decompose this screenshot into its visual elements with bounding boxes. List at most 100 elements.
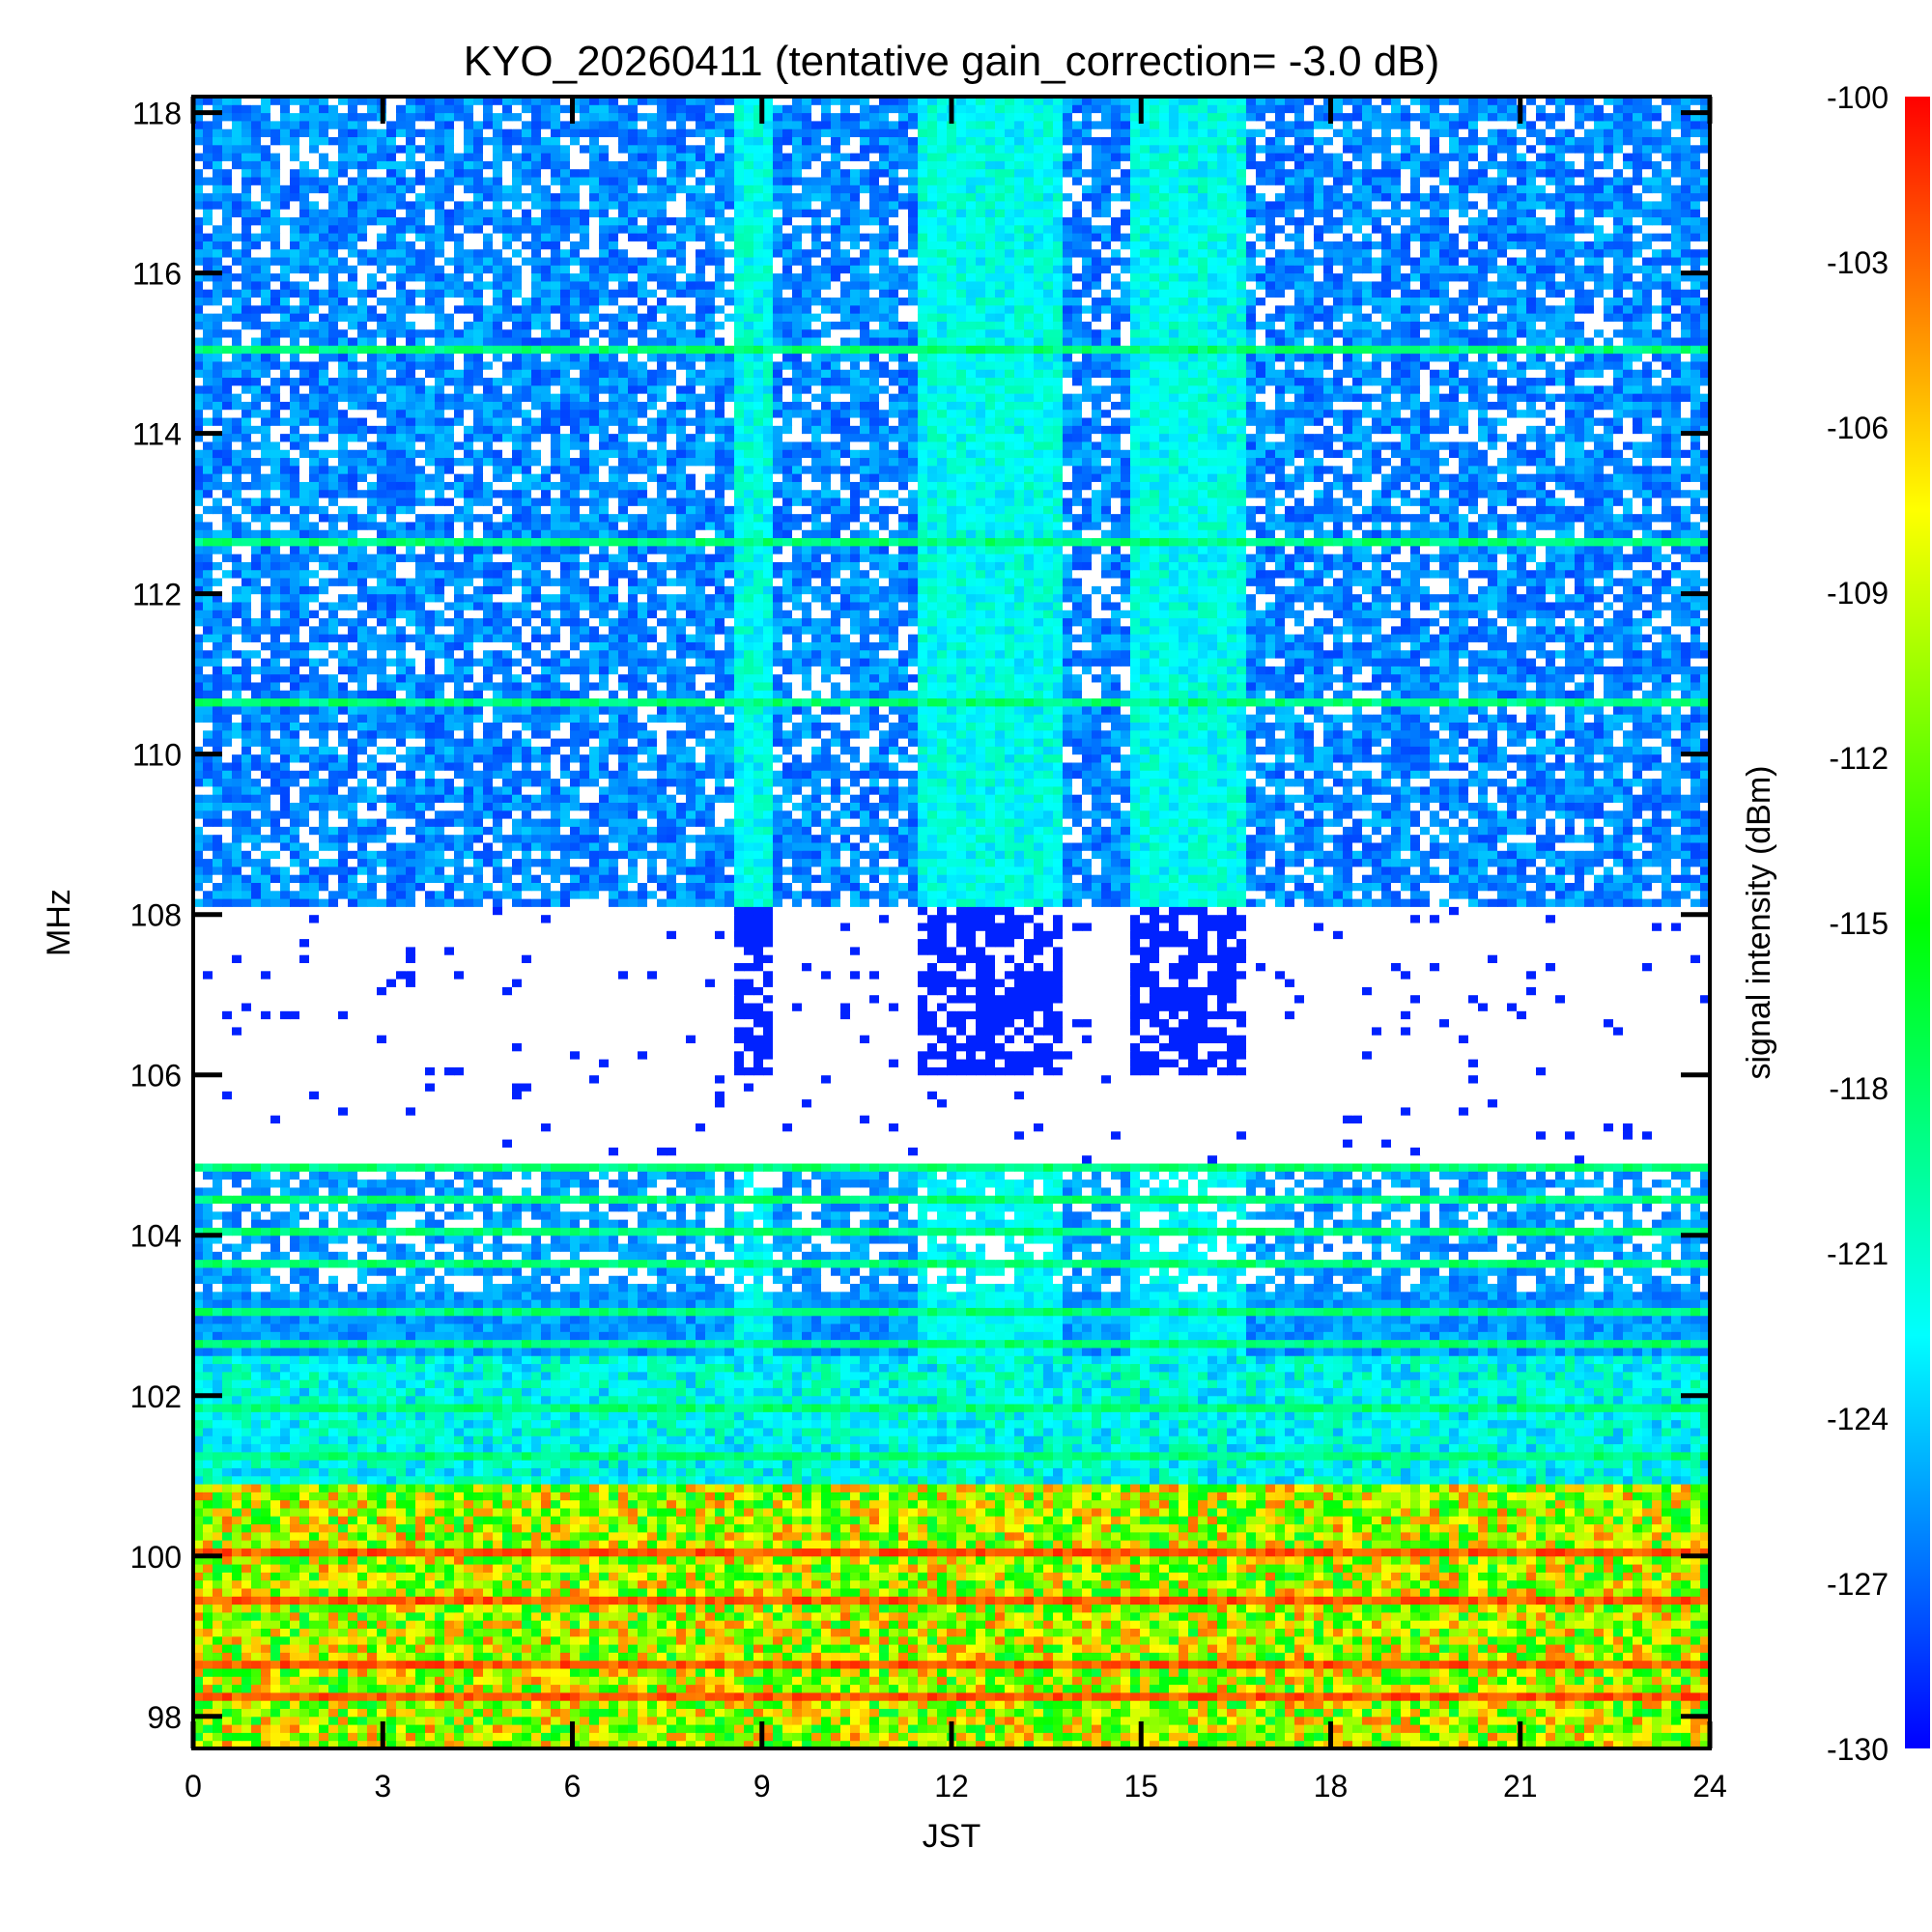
spectrogram-cell [840,1620,851,1629]
spectrogram-cell [1159,1652,1170,1661]
spectrogram-cell [1246,1685,1257,1693]
spectrogram-cell [599,1556,610,1565]
spectrogram-cell [1623,1732,1634,1741]
spectrogram-cell [686,1676,696,1685]
spectrogram-cell [367,1564,378,1573]
spectrogram-cell [1488,1524,1498,1533]
spectrogram-cell [328,1500,339,1509]
spectrogram-cell [386,1508,397,1517]
spectrogram-cell [1043,1708,1054,1717]
spectrogram-cell [1497,1652,1508,1661]
spectrogram-cell [357,1564,368,1573]
spectrogram-cell [918,1644,928,1653]
spectrogram-cell [1662,1508,1672,1517]
spectrogram-cell [676,1661,687,1669]
spectrogram-cell [1130,1668,1141,1677]
spectrogram-cell [1159,1548,1170,1556]
spectrogram-cell [1111,1636,1122,1645]
spectrogram-cell [1150,1717,1160,1725]
spectrogram-cell [734,1564,745,1573]
spectrogram-cell [551,1596,561,1605]
spectrogram-cell [860,1564,870,1573]
spectrogram-cell [782,1668,793,1677]
spectrogram-cell [1101,1588,1112,1597]
spectrogram-cell [831,1628,841,1636]
spectrogram-cell [1449,1572,1460,1580]
spectrogram-cell [1439,1508,1450,1517]
spectrogram-cell [869,1732,880,1741]
spectrogram-cell [599,1668,610,1677]
spectrogram-cell [1053,1548,1064,1556]
spectrogram-cell [551,1668,561,1677]
spectrogram-cell [811,1732,822,1741]
spectrogram-cell [1130,1620,1141,1629]
spectrogram-cell [1005,1708,1015,1717]
spectrogram-cell [1478,1508,1489,1517]
spectrogram-cell [232,1652,242,1661]
spectrogram-cell [270,1605,281,1613]
spectrogram-cell [1459,1556,1469,1565]
spectrogram-cell [1246,1588,1257,1597]
spectrogram-cell [1034,1556,1044,1565]
spectrogram-cell [647,1508,658,1517]
spectrogram-cell [1179,1580,1189,1589]
spectrogram-cell [1256,1652,1266,1661]
spectrogram-cell [647,1708,658,1717]
spectrogram-cell [1082,1580,1093,1589]
spectrogram-cell [1526,1708,1537,1717]
spectrogram-cell [1053,1644,1064,1653]
spectrogram-cell [1352,1508,1363,1517]
spectrogram-cell [1623,1636,1634,1645]
spectrogram-cell [1536,1700,1547,1709]
spectrogram-cell [705,1724,716,1733]
spectrogram-cell [319,1500,329,1509]
spectrogram-cell [1381,1644,1392,1653]
spectrogram-cell [667,1644,677,1653]
spectrogram-cell [1111,1692,1122,1701]
spectrogram-cell [1507,1540,1518,1548]
spectrogram-cell [415,1628,426,1636]
spectrogram-cell [1333,1532,1344,1541]
spectrogram-cell [435,1620,445,1629]
spectrogram-cell [1584,1668,1595,1677]
spectrogram-cell [715,1692,725,1701]
spectrogram-cell [1652,1685,1662,1693]
spectrogram-cell [686,1548,696,1556]
spectrogram-cell [222,1676,233,1685]
spectrogram-cell [1217,1532,1228,1541]
spectrogram-cell [1633,1661,1643,1669]
spectrogram-cell [1101,1724,1112,1733]
spectrogram-cell [1449,1628,1460,1636]
spectrogram-cell [1005,1532,1015,1541]
spectrogram-cell [1401,1516,1411,1524]
spectrogram-cell [1130,1605,1141,1613]
spectrogram-cell [1497,1636,1508,1645]
spectrogram-cell [782,1732,793,1741]
spectrogram-cell [1690,1580,1701,1589]
spectrogram-cell [1690,1588,1701,1597]
spectrogram-cell [1352,1724,1363,1733]
spectrogram-cell [1555,1661,1566,1669]
spectrogram-cell [995,1580,1006,1589]
spectrogram-cell [541,1524,552,1533]
spectrogram-cell [947,1700,957,1709]
spectrogram-cell [628,1612,639,1621]
spectrogram-cell [1642,1564,1653,1573]
spectrogram-cell [1217,1612,1228,1621]
spectrogram-cell [715,1572,725,1580]
spectrogram-cell [270,1564,281,1573]
spectrogram-cell [1265,1708,1276,1717]
spectrogram-cell [696,1620,706,1629]
spectrogram-cell [976,1532,986,1541]
spectrogram-cell [531,1732,542,1741]
spectrogram-cell [1285,1605,1295,1613]
spectrogram-cell [1430,1612,1440,1621]
spectrogram-cell [1265,1580,1276,1589]
spectrogram-cell [1053,1685,1064,1693]
spectrogram-cell [1314,1548,1324,1556]
spectrogram-cell [203,1605,213,1613]
spectrogram-cell [309,1676,320,1685]
spectrogram-cell [1372,1732,1382,1741]
spectrogram-cell [309,1620,320,1629]
spectrogram-cell [628,1540,639,1548]
